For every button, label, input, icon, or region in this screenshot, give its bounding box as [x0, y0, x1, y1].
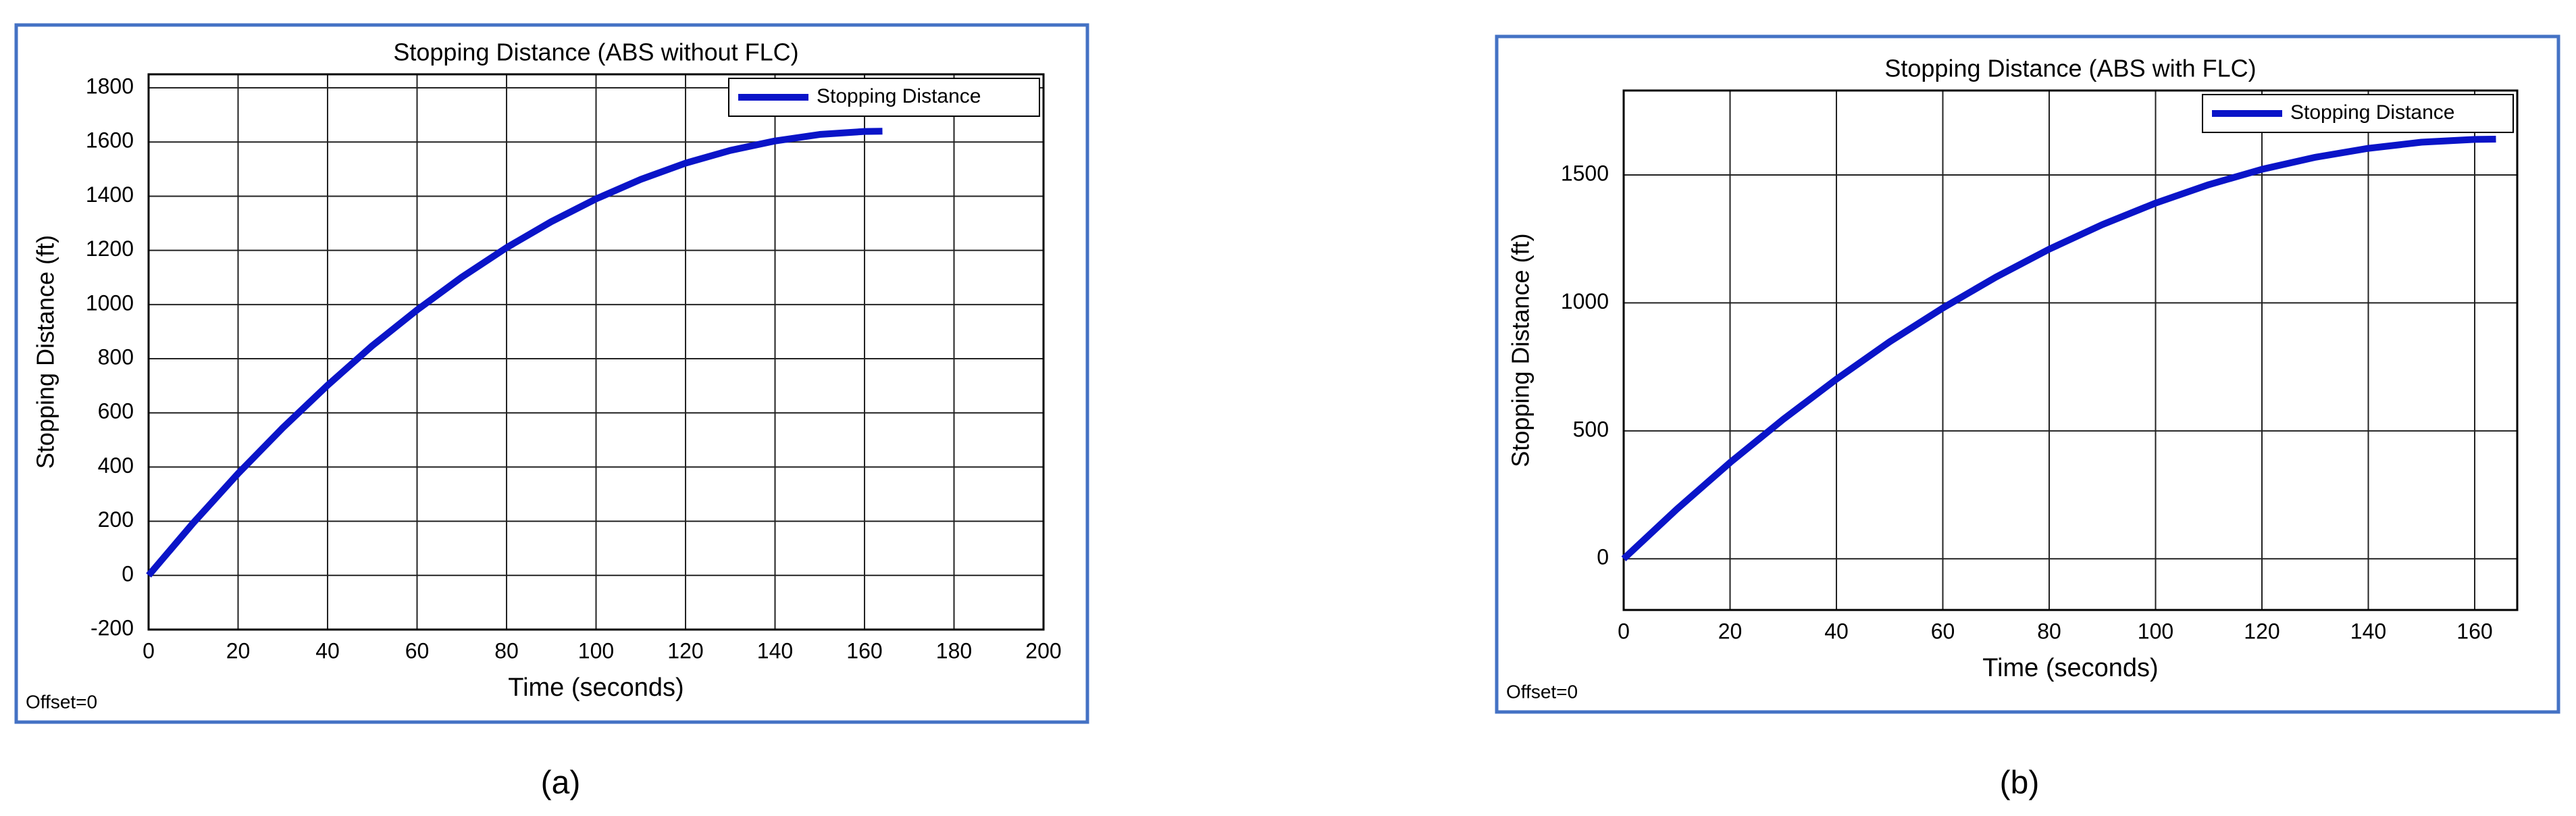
x-tick-label: 40 — [1824, 619, 1849, 643]
x-tick-label: 160 — [846, 638, 882, 663]
axes-frame — [1622, 89, 2519, 611]
x-tick-label: 120 — [667, 638, 703, 663]
y-tick-label: 400 — [98, 453, 134, 478]
x-tick-label: 120 — [2244, 619, 2279, 643]
x-tick-label: 60 — [405, 638, 430, 663]
legend-label: Stopping Distance — [2290, 101, 2455, 124]
x-tick-label: 180 — [936, 638, 972, 663]
x-tick-label: 200 — [1025, 638, 1061, 663]
y-axis-label: Stopping Distance (ft) — [32, 235, 59, 469]
y-axis-label: Stopping Distance (ft) — [1507, 233, 1535, 467]
annotation: Offset=0 — [26, 691, 97, 712]
x-tick-label: 100 — [2138, 619, 2173, 643]
x-tick-label: 20 — [1718, 619, 1743, 643]
y-tick-label: 1600 — [86, 128, 134, 153]
chart-title: Stopping Distance (ABS with FLC) — [1884, 55, 2256, 82]
chart-title: Stopping Distance (ABS without FLC) — [393, 39, 798, 66]
panel-frame — [14, 23, 1089, 724]
y-tick-label: 1200 — [86, 236, 134, 261]
legend-label: Stopping Distance — [817, 85, 981, 107]
caption: (a) — [541, 765, 581, 801]
y-tick-label: 1000 — [86, 290, 134, 315]
x-tick-label: 140 — [2350, 619, 2386, 643]
y-tick-label: -200 — [91, 615, 134, 640]
x-axis-label: Time (seconds) — [1982, 654, 2158, 682]
y-tick-label: 1000 — [1561, 289, 1609, 313]
y-tick-label: 600 — [98, 399, 134, 424]
x-axis-label: Time (seconds) — [508, 673, 684, 702]
y-tick-label: 1800 — [86, 74, 134, 99]
y-tick-label: 1500 — [1561, 161, 1609, 185]
x-tick-label: 140 — [757, 638, 793, 663]
x-tick-label: 20 — [226, 638, 251, 663]
x-tick-label: 160 — [2456, 619, 2492, 643]
x-tick-label: 100 — [578, 638, 614, 663]
plot-area — [1624, 91, 2517, 610]
panel-frame — [1495, 34, 2560, 714]
x-tick-label: 80 — [494, 638, 519, 663]
x-tick-label: 40 — [315, 638, 340, 663]
y-tick-label: 500 — [1573, 417, 1609, 441]
y-tick-label: 200 — [98, 507, 134, 532]
data-line — [1621, 135, 2496, 561]
caption: (b) — [2000, 765, 2040, 801]
data-line — [146, 128, 883, 578]
y-tick-label: 0 — [1597, 545, 1609, 569]
annotation: Offset=0 — [1506, 681, 1578, 702]
axes-frame — [147, 73, 1045, 631]
y-tick-label: 1400 — [86, 182, 134, 207]
y-tick-label: 0 — [122, 561, 134, 586]
x-tick-label: 80 — [2037, 619, 2061, 643]
x-tick-label: 0 — [143, 638, 155, 663]
x-tick-label: 60 — [1931, 619, 1955, 643]
x-tick-label: 0 — [1618, 619, 1630, 643]
y-tick-label: 800 — [98, 345, 134, 369]
